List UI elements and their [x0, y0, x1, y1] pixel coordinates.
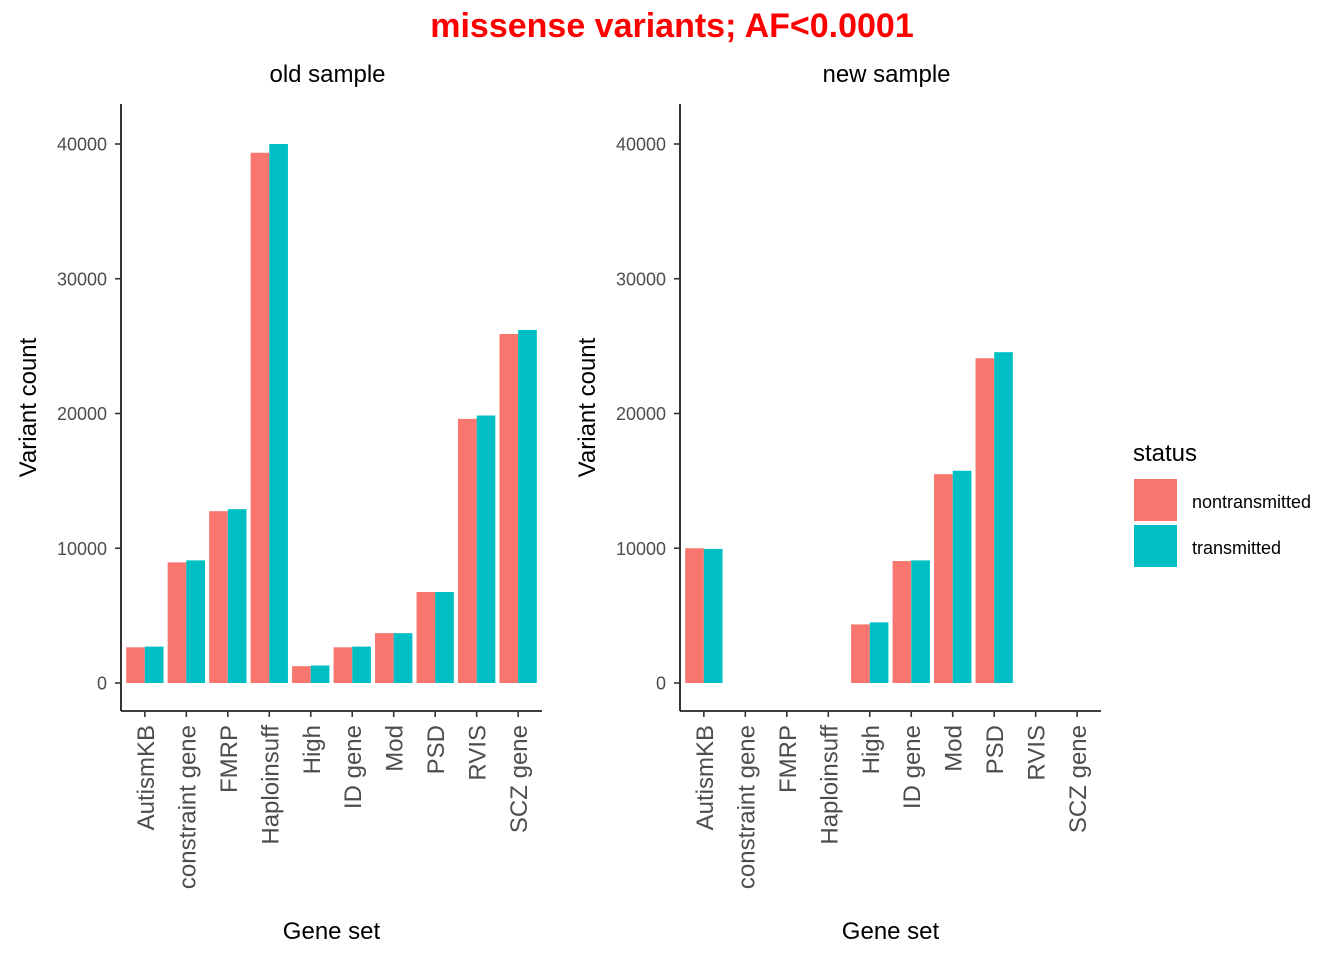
x-tick-label: Haploinsuff: [816, 725, 843, 845]
x-tick-label: constraint gene: [174, 725, 201, 889]
x-tick-label: PSD: [423, 725, 450, 774]
bar-autismkb-transmitted: [703, 548, 723, 683]
y-tick-label: 20000: [57, 404, 107, 424]
legend-label-transmitted: transmitted: [1192, 538, 1281, 558]
bar-autismkb-nontransmitted: [685, 548, 704, 683]
x-tick-label: RVIS: [1024, 725, 1051, 781]
panel-new-sample: new sample 0 10000 20000 30000 40000 AutismKB c…: [574, 61, 1101, 945]
x-tick-label: High: [858, 725, 885, 774]
x-tick-label: FMRP: [216, 725, 243, 793]
x-tick-label: RVIS: [465, 725, 492, 781]
bar-high-nontransmitted: [292, 666, 311, 683]
x-tick-label: AutismKB: [692, 725, 719, 830]
x-tick-label: SCZ gene: [506, 725, 533, 833]
bar-fmrp-transmitted: [227, 509, 247, 683]
bar-high-transmitted: [310, 665, 330, 683]
x-tick-label: AutismKB: [133, 725, 160, 830]
x-axis-title: Gene set: [842, 918, 940, 945]
y-tick-label: 10000: [616, 539, 666, 559]
x-tick-label: ID gene: [899, 725, 926, 809]
legend: status nontransmitted transmitted: [1133, 440, 1311, 567]
bar-psd-transmitted: [435, 592, 454, 683]
bar-id-gene-transmitted: [352, 646, 371, 683]
legend-title: status: [1133, 440, 1197, 467]
bar-id-gene-transmitted: [911, 560, 930, 683]
panel-title: old sample: [269, 61, 385, 88]
bar-scz-gene-nontransmitted: [499, 333, 519, 683]
y-axis-title: Variant count: [574, 337, 601, 477]
bar-constraint-gene-transmitted: [186, 560, 205, 683]
figure-title: missense variants; AF<0.0001: [430, 7, 914, 45]
bar-mod-nontransmitted: [375, 633, 394, 683]
y-tick-label: 40000: [57, 135, 107, 155]
y-tick-label: 0: [656, 674, 666, 694]
bar-id-gene-nontransmitted: [892, 561, 912, 683]
bar-autismkb-nontransmitted: [126, 647, 145, 683]
bar-high-transmitted: [869, 622, 889, 683]
x-tick-label: PSD: [982, 725, 1009, 774]
panel-title: new sample: [822, 61, 950, 88]
bar-constraint-gene-nontransmitted: [167, 562, 187, 683]
bar-mod-nontransmitted: [934, 474, 953, 683]
legend-key-nontransmitted: [1134, 479, 1177, 521]
y-tick-label: 20000: [616, 404, 666, 424]
x-tick-label: Haploinsuff: [257, 725, 284, 845]
bar-mod-transmitted: [393, 633, 413, 683]
x-tick-label: Mod: [941, 725, 968, 772]
bar-psd-transmitted: [994, 352, 1013, 683]
bar-haploinsuff-nontransmitted: [250, 152, 270, 684]
y-tick-label: 10000: [57, 539, 107, 559]
x-tick-label: ID gene: [340, 725, 367, 809]
x-axis-title: Gene set: [283, 918, 381, 945]
y-tick-label: 30000: [57, 269, 107, 289]
bar-high-nontransmitted: [851, 624, 870, 683]
x-tick-label: High: [299, 725, 326, 774]
y-tick-label: 30000: [616, 269, 666, 289]
bar-scz-gene-transmitted: [518, 329, 537, 683]
x-tick-label: Mod: [382, 725, 409, 772]
y-tick-label: 40000: [616, 135, 666, 155]
y-axis-title: Variant count: [15, 337, 42, 477]
legend-key-transmitted: [1134, 525, 1177, 567]
bar-rvis-transmitted: [476, 415, 496, 683]
x-tick-label: SCZ gene: [1065, 725, 1092, 833]
panel-old-sample: old sample 0 10000 20000 30000 40000 AutismKB c…: [15, 61, 542, 945]
bar-id-gene-nontransmitted: [333, 647, 353, 683]
bar-fmrp-nontransmitted: [209, 511, 228, 683]
bar-autismkb-transmitted: [144, 646, 164, 683]
x-tick-label: constraint gene: [733, 725, 760, 889]
y-tick-label: 0: [97, 674, 107, 694]
bar-mod-transmitted: [952, 470, 972, 683]
bar-rvis-nontransmitted: [458, 418, 477, 683]
x-tick-label: FMRP: [775, 725, 802, 793]
legend-label-nontransmitted: nontransmitted: [1192, 492, 1311, 512]
bar-psd-nontransmitted: [416, 592, 436, 683]
bar-psd-nontransmitted: [975, 358, 995, 683]
bar-haploinsuff-transmitted: [269, 144, 288, 683]
